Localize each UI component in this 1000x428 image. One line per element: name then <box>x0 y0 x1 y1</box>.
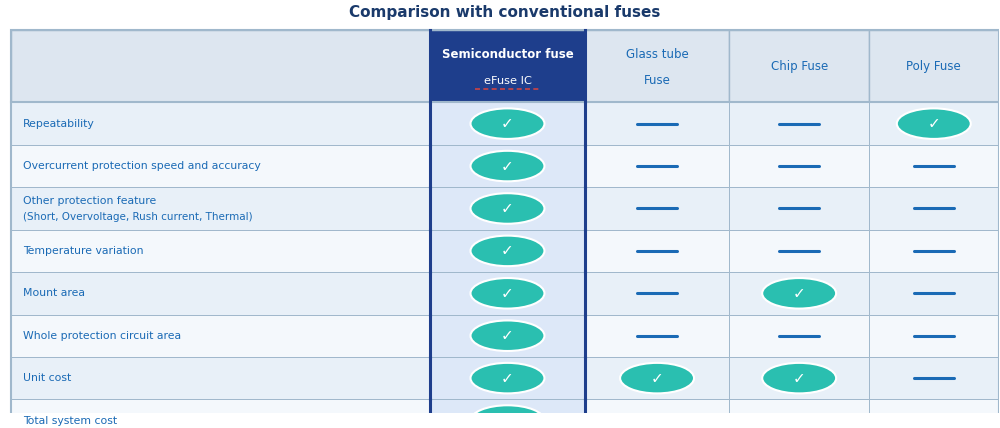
Circle shape <box>762 278 836 309</box>
Bar <box>869 315 999 357</box>
Bar <box>11 187 430 230</box>
Text: Total system cost: Total system cost <box>23 416 117 425</box>
Text: ✓: ✓ <box>501 244 514 259</box>
Bar <box>729 102 869 145</box>
Text: Comparison with conventional fuses: Comparison with conventional fuses <box>349 5 661 20</box>
Bar <box>585 145 729 187</box>
Bar <box>869 145 999 187</box>
Circle shape <box>471 363 544 393</box>
Bar <box>11 357 430 399</box>
Bar <box>869 272 999 315</box>
Bar <box>430 399 585 428</box>
Bar <box>11 30 430 102</box>
Bar <box>729 145 869 187</box>
Bar <box>11 102 430 145</box>
Bar <box>430 315 585 357</box>
Bar <box>585 272 729 315</box>
Circle shape <box>897 108 971 139</box>
Bar <box>869 102 999 145</box>
Bar <box>869 30 999 102</box>
Circle shape <box>471 236 544 266</box>
Text: Glass tube: Glass tube <box>626 48 688 61</box>
Circle shape <box>471 193 544 224</box>
Text: Other protection feature: Other protection feature <box>23 196 157 206</box>
Bar <box>585 357 729 399</box>
Text: ✓: ✓ <box>501 328 514 343</box>
Bar <box>585 102 729 145</box>
Bar <box>729 30 869 102</box>
Bar <box>729 357 869 399</box>
Circle shape <box>620 363 694 393</box>
Text: ✓: ✓ <box>501 371 514 386</box>
Bar <box>11 145 430 187</box>
Text: Whole protection circuit area: Whole protection circuit area <box>23 331 181 341</box>
Bar <box>729 315 869 357</box>
Text: Temperature variation: Temperature variation <box>23 246 144 256</box>
Text: Repeatability: Repeatability <box>23 119 95 129</box>
Bar <box>869 230 999 272</box>
Text: ✓: ✓ <box>501 116 514 131</box>
Bar <box>585 315 729 357</box>
Bar <box>585 230 729 272</box>
Bar <box>585 30 729 102</box>
Bar <box>11 272 430 315</box>
Text: Poly Fuse: Poly Fuse <box>906 60 961 73</box>
Text: (Short, Overvoltage, Rush current, Thermal): (Short, Overvoltage, Rush current, Therm… <box>23 212 253 222</box>
Bar <box>430 272 585 315</box>
Bar <box>869 357 999 399</box>
Bar <box>430 30 585 102</box>
Circle shape <box>471 278 544 309</box>
Text: ✓: ✓ <box>651 371 663 386</box>
Text: Chip Fuse: Chip Fuse <box>771 60 828 73</box>
Text: eFuse IC: eFuse IC <box>484 76 531 86</box>
Bar <box>729 399 869 428</box>
Text: ✓: ✓ <box>793 286 806 301</box>
Bar <box>869 187 999 230</box>
Text: ✓: ✓ <box>501 286 514 301</box>
Bar <box>11 315 430 357</box>
Bar <box>869 399 999 428</box>
Bar <box>430 102 585 145</box>
Text: ✓: ✓ <box>501 158 514 174</box>
Bar <box>585 399 729 428</box>
Circle shape <box>471 108 544 139</box>
Bar <box>11 230 430 272</box>
Text: Unit cost: Unit cost <box>23 373 72 383</box>
Bar <box>430 145 585 187</box>
Bar <box>11 399 430 428</box>
Bar <box>430 230 585 272</box>
Circle shape <box>471 151 544 181</box>
Text: ✓: ✓ <box>501 413 514 428</box>
Bar <box>430 357 585 399</box>
Text: Mount area: Mount area <box>23 288 85 298</box>
Bar <box>585 187 729 230</box>
Text: Fuse: Fuse <box>644 74 670 87</box>
Circle shape <box>471 405 544 428</box>
Circle shape <box>762 363 836 393</box>
Text: Semiconductor fuse: Semiconductor fuse <box>442 48 573 61</box>
Bar <box>729 187 869 230</box>
Circle shape <box>471 321 544 351</box>
Bar <box>430 187 585 230</box>
Text: ✓: ✓ <box>927 116 940 131</box>
Text: ✓: ✓ <box>793 371 806 386</box>
Bar <box>729 230 869 272</box>
Bar <box>729 272 869 315</box>
Text: ✓: ✓ <box>501 201 514 216</box>
Text: Overcurrent protection speed and accuracy: Overcurrent protection speed and accurac… <box>23 161 261 171</box>
